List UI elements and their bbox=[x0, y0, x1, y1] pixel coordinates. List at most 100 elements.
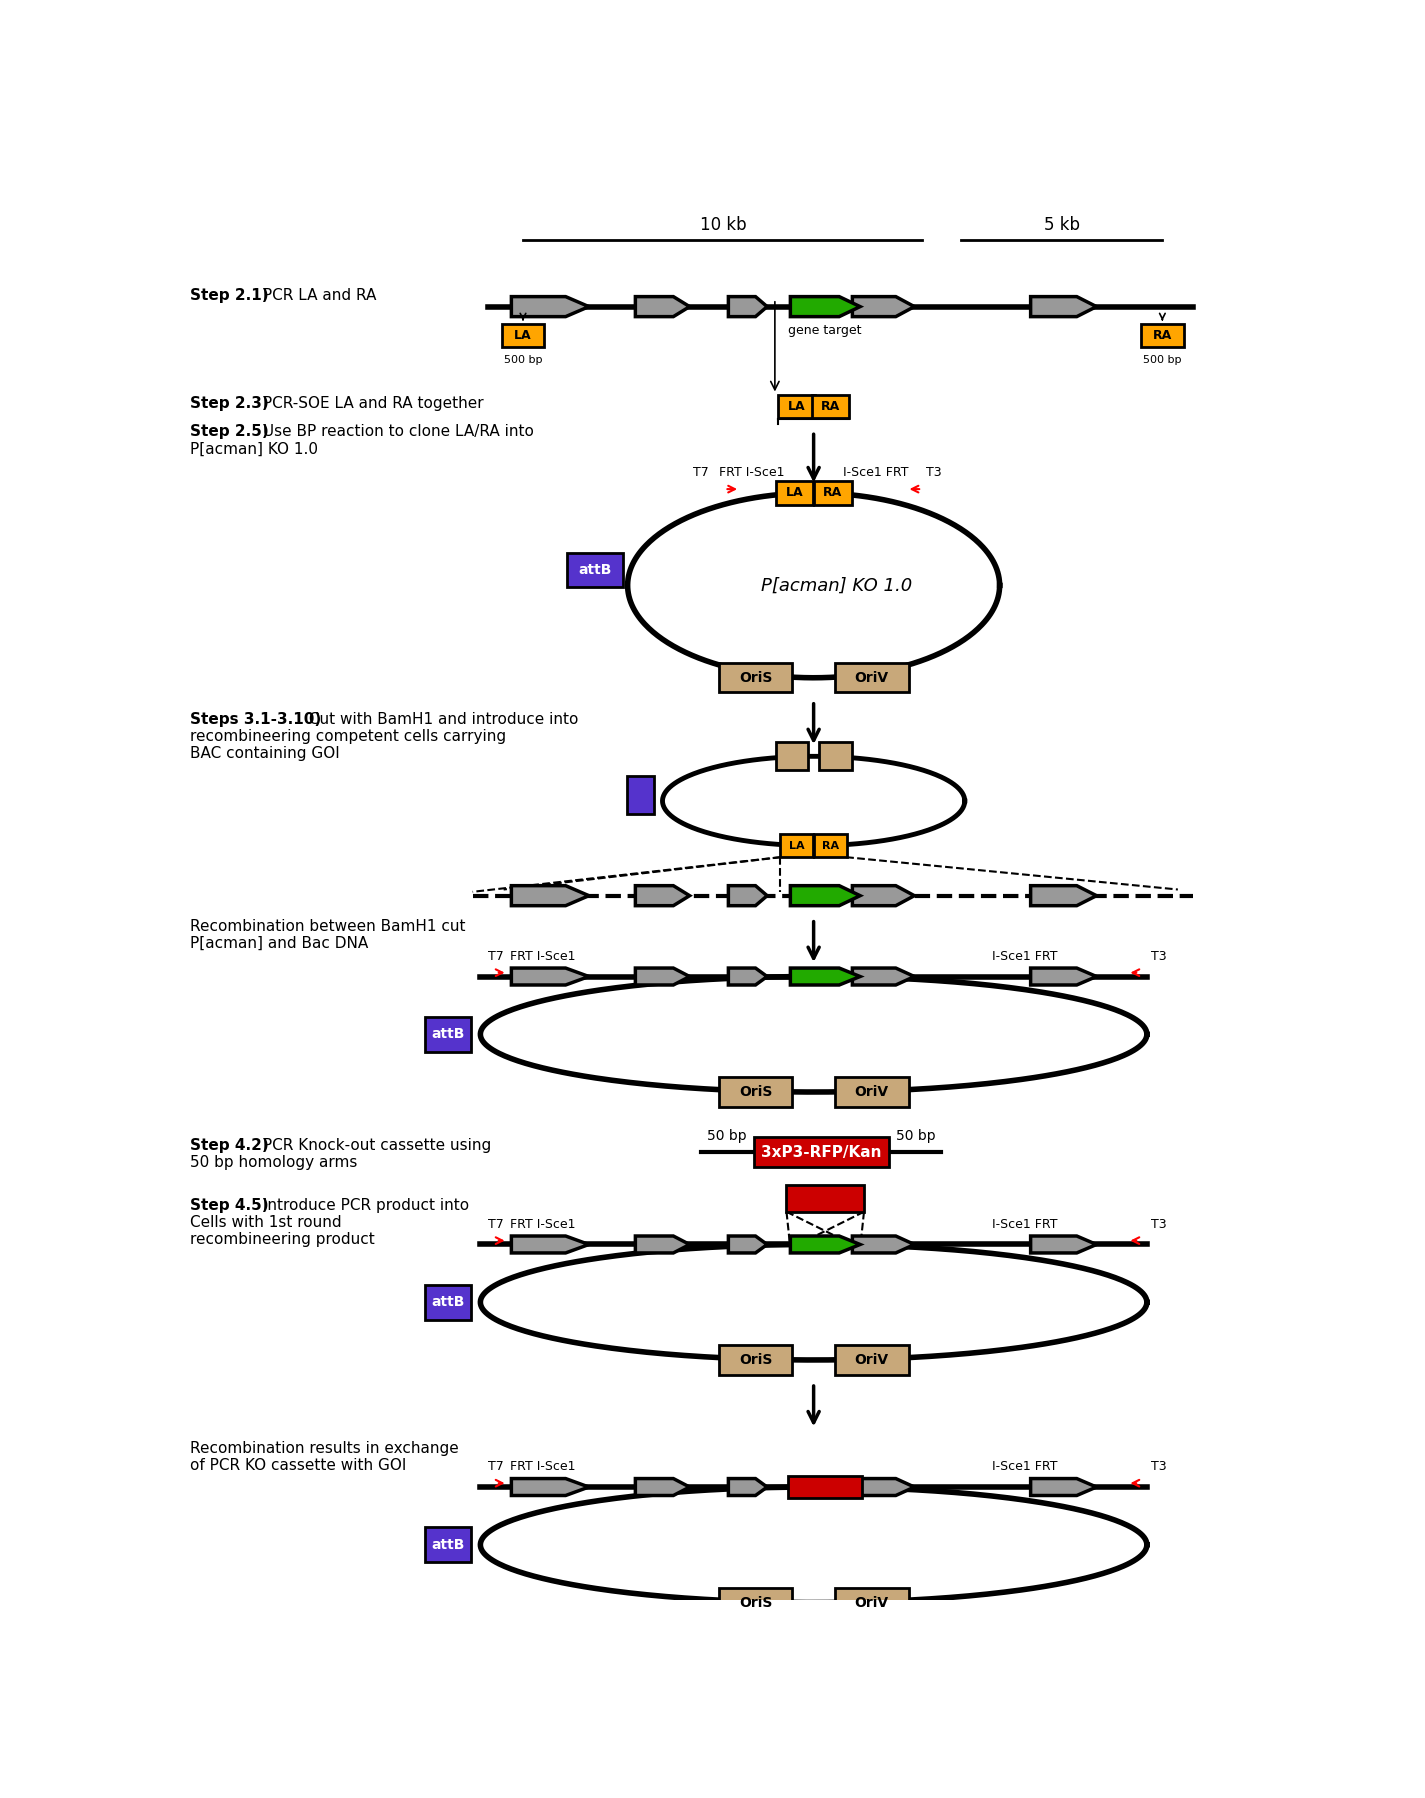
Text: recombineering competent cells carrying: recombineering competent cells carrying bbox=[190, 730, 506, 744]
Text: BAC containing GOI: BAC containing GOI bbox=[190, 746, 339, 761]
Text: I-Sce1 FRT: I-Sce1 FRT bbox=[992, 1217, 1057, 1230]
Bar bbox=[775, 743, 808, 770]
Text: Recombination results in exchange: Recombination results in exchange bbox=[190, 1440, 459, 1456]
Bar bbox=[718, 1345, 792, 1375]
Polygon shape bbox=[512, 1478, 589, 1496]
Polygon shape bbox=[791, 297, 861, 316]
Text: Step 2.5): Step 2.5) bbox=[190, 424, 268, 439]
Text: attB: attB bbox=[432, 1537, 465, 1552]
Bar bbox=[718, 663, 792, 692]
Text: Step 4.5): Step 4.5) bbox=[190, 1197, 268, 1214]
Text: 5 kb: 5 kb bbox=[1043, 216, 1080, 234]
Bar bbox=[781, 834, 812, 858]
Text: attB: attB bbox=[432, 1295, 465, 1309]
Text: RA: RA bbox=[1153, 329, 1171, 342]
Text: RA: RA bbox=[822, 841, 839, 850]
Text: Use BP reaction to clone LA/RA into: Use BP reaction to clone LA/RA into bbox=[258, 424, 534, 439]
Polygon shape bbox=[728, 1478, 767, 1496]
Bar bbox=[425, 1286, 472, 1320]
Text: Cells with 1st round: Cells with 1st round bbox=[190, 1215, 342, 1230]
Text: of PCR KO cassette with GOI: of PCR KO cassette with GOI bbox=[190, 1458, 406, 1473]
Text: OriS: OriS bbox=[738, 1352, 772, 1366]
Text: PCR Knock-out cassette using: PCR Knock-out cassette using bbox=[258, 1138, 492, 1153]
Polygon shape bbox=[1030, 297, 1096, 316]
Bar bbox=[502, 324, 544, 347]
Bar bbox=[425, 1528, 472, 1562]
Text: T3: T3 bbox=[1151, 1217, 1167, 1230]
Text: Recombination between BamH1 cut: Recombination between BamH1 cut bbox=[190, 919, 465, 933]
Text: T3: T3 bbox=[1151, 949, 1167, 962]
Polygon shape bbox=[1030, 886, 1096, 906]
Bar bbox=[812, 396, 849, 419]
Text: Step 4.2): Step 4.2) bbox=[190, 1138, 268, 1153]
Bar bbox=[835, 663, 909, 692]
Text: LA: LA bbox=[785, 487, 804, 500]
Polygon shape bbox=[1030, 967, 1096, 985]
Bar bbox=[787, 1185, 864, 1212]
Bar bbox=[835, 1077, 909, 1106]
Polygon shape bbox=[512, 967, 589, 985]
Polygon shape bbox=[636, 1478, 690, 1496]
Polygon shape bbox=[728, 886, 767, 906]
Polygon shape bbox=[852, 1235, 915, 1253]
Polygon shape bbox=[1030, 1478, 1096, 1496]
Polygon shape bbox=[791, 886, 861, 906]
Polygon shape bbox=[852, 1478, 915, 1496]
Text: OriV: OriV bbox=[855, 671, 889, 685]
Polygon shape bbox=[636, 967, 690, 985]
Polygon shape bbox=[852, 967, 915, 985]
Bar bbox=[425, 1018, 472, 1052]
Polygon shape bbox=[512, 886, 589, 906]
Bar bbox=[815, 482, 852, 505]
Polygon shape bbox=[852, 297, 915, 316]
Polygon shape bbox=[728, 297, 767, 316]
Text: OriS: OriS bbox=[738, 1084, 772, 1099]
Text: 3xP3-RFP/Kan: 3xP3-RFP/Kan bbox=[761, 1145, 882, 1160]
Text: LA: LA bbox=[788, 401, 805, 414]
Text: LA: LA bbox=[514, 329, 532, 342]
Text: Cut with BamH1 and introduce into: Cut with BamH1 and introduce into bbox=[305, 712, 579, 728]
Polygon shape bbox=[791, 967, 861, 985]
Text: T7: T7 bbox=[489, 949, 504, 962]
Polygon shape bbox=[791, 1235, 861, 1253]
Text: Step 2.3): Step 2.3) bbox=[190, 396, 268, 412]
Text: FRT I-Sce1: FRT I-Sce1 bbox=[718, 466, 784, 478]
Text: attB: attB bbox=[579, 563, 611, 577]
Text: 50 bp: 50 bp bbox=[707, 1129, 747, 1144]
Text: P[acman] KO 1.0: P[acman] KO 1.0 bbox=[190, 442, 318, 457]
Text: I-Sce1 FRT: I-Sce1 FRT bbox=[992, 949, 1057, 962]
Bar bbox=[754, 1138, 889, 1167]
Text: Introduce PCR product into: Introduce PCR product into bbox=[258, 1197, 469, 1214]
Bar bbox=[819, 743, 852, 770]
Bar bbox=[815, 834, 846, 858]
Text: PCR-SOE LA and RA together: PCR-SOE LA and RA together bbox=[258, 396, 483, 412]
Polygon shape bbox=[728, 967, 767, 985]
Text: T7: T7 bbox=[489, 1217, 504, 1230]
Text: T7: T7 bbox=[694, 466, 710, 478]
Text: gene target: gene target bbox=[788, 324, 862, 336]
Bar bbox=[567, 552, 623, 588]
Polygon shape bbox=[512, 297, 589, 316]
Text: T7: T7 bbox=[489, 1460, 504, 1473]
Text: recombineering product: recombineering product bbox=[190, 1232, 375, 1248]
Bar bbox=[778, 396, 815, 419]
Text: 500 bp: 500 bp bbox=[1143, 356, 1181, 365]
Text: LA: LA bbox=[789, 841, 804, 850]
Text: P[acman] and Bac DNA: P[acman] and Bac DNA bbox=[190, 935, 368, 951]
Polygon shape bbox=[512, 1235, 589, 1253]
Polygon shape bbox=[852, 886, 915, 906]
Text: 50 bp: 50 bp bbox=[896, 1129, 936, 1144]
Text: OriS: OriS bbox=[738, 671, 772, 685]
Bar bbox=[718, 1588, 792, 1616]
Polygon shape bbox=[636, 1235, 690, 1253]
Bar bbox=[835, 1345, 909, 1375]
Polygon shape bbox=[728, 1235, 767, 1253]
Text: T3: T3 bbox=[1151, 1460, 1167, 1473]
Text: OriV: OriV bbox=[855, 1352, 889, 1366]
Text: FRT I-Sce1: FRT I-Sce1 bbox=[510, 949, 576, 962]
Polygon shape bbox=[636, 886, 690, 906]
Text: 50 bp homology arms: 50 bp homology arms bbox=[190, 1154, 358, 1170]
Bar bbox=[788, 1476, 862, 1498]
Text: Steps 3.1-3.10): Steps 3.1-3.10) bbox=[190, 712, 321, 728]
Polygon shape bbox=[636, 297, 690, 316]
